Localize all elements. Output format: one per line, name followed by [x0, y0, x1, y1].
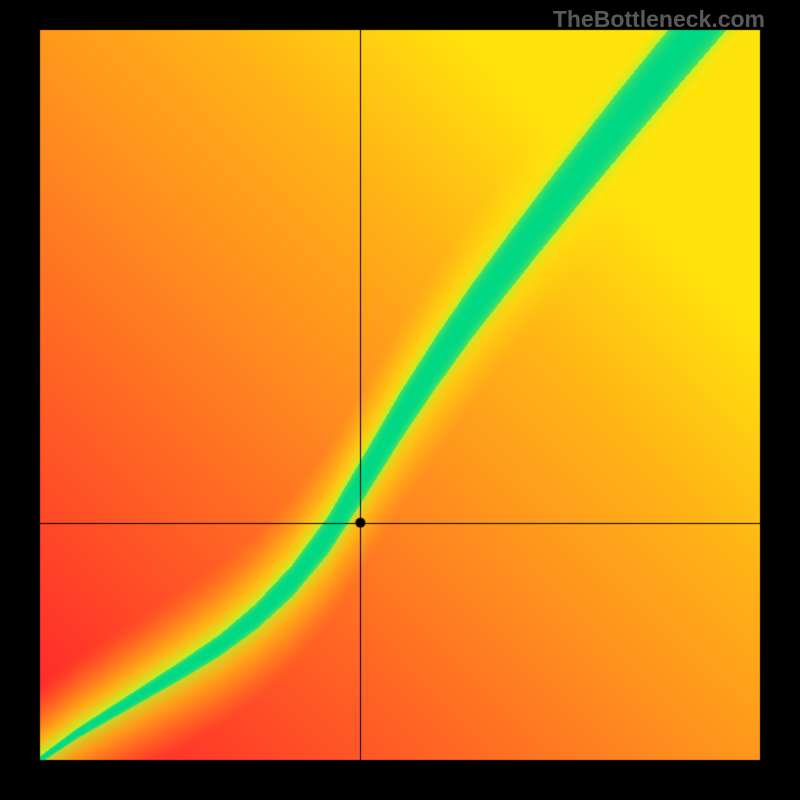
heatmap-canvas: [0, 0, 800, 800]
watermark-text: TheBottleneck.com: [553, 6, 765, 33]
chart-stage: TheBottleneck.com: [0, 0, 800, 800]
